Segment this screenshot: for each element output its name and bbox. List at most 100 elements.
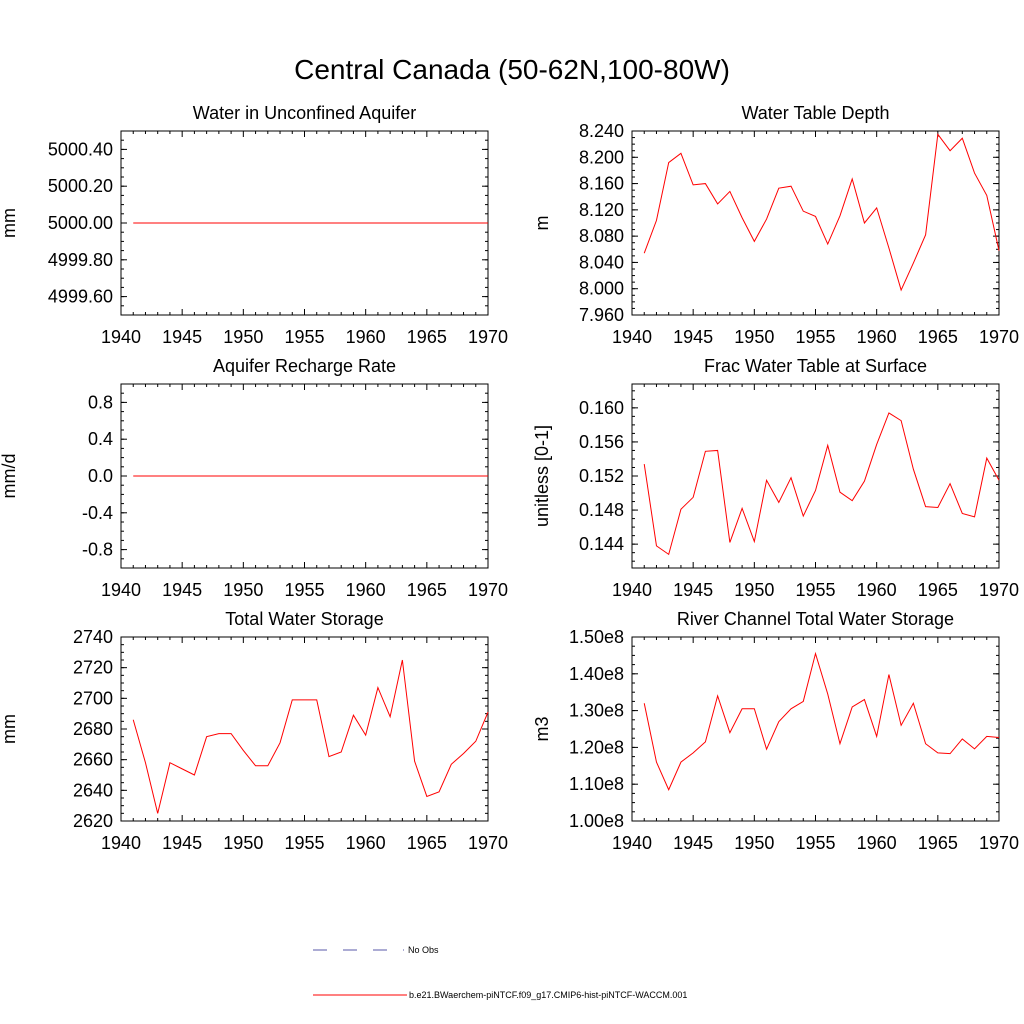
y-tick-label: 1.30e8 xyxy=(569,701,624,721)
x-tick-label: 1965 xyxy=(407,833,447,853)
y-axis-label: mm/d xyxy=(0,454,19,499)
chart-panel-5: Total Water Storage 1940 1945 1950 1955 1960 1… xyxy=(0,609,508,853)
y-tick-label: 0.0 xyxy=(88,466,113,486)
y-tick-label: 8.240 xyxy=(579,121,624,141)
x-tick-label: 1945 xyxy=(673,327,713,347)
x-tick-label: 1955 xyxy=(284,580,324,600)
x-tick-label: 1965 xyxy=(918,580,958,600)
y-axis-label: mm xyxy=(0,714,19,744)
x-tick-label: 1970 xyxy=(468,327,508,347)
x-tick-label: 1945 xyxy=(673,580,713,600)
x-tick-label: 1940 xyxy=(612,833,652,853)
y-tick-label: 1.00e8 xyxy=(569,811,624,831)
y-tick-label: 1.50e8 xyxy=(569,627,624,647)
y-tick-label: 1.10e8 xyxy=(569,774,624,794)
y-tick-label: 8.040 xyxy=(579,252,624,272)
x-tick-label: 1960 xyxy=(857,327,897,347)
y-tick-label: 2680 xyxy=(73,719,113,739)
chart-panel-3: Aquifer Recharge Rate 1940 1945 1950 1955 196… xyxy=(0,356,508,600)
x-tick-label: 1940 xyxy=(612,580,652,600)
y-tick-label: 2660 xyxy=(73,750,113,770)
y-tick-label: 8.120 xyxy=(579,200,624,220)
panel-title: Aquifer Recharge Rate xyxy=(213,356,396,376)
y-tick-label: 2720 xyxy=(73,658,113,678)
x-tick-label: 1970 xyxy=(979,327,1019,347)
chart-panel-6: River Channel Total Water Storage 1940 194… xyxy=(532,609,1019,853)
legend-model-label: b.e21.BWaerchem-piNTCF.f09_g17.CMIP6-his… xyxy=(409,990,687,1000)
y-tick-label: 0.144 xyxy=(579,534,624,554)
panel-title: River Channel Total Water Storage xyxy=(677,609,954,629)
plot-frame xyxy=(631,636,1000,822)
plot-frame xyxy=(120,636,489,822)
y-tick-label: 5000.00 xyxy=(48,213,113,233)
x-tick-label: 1940 xyxy=(101,580,141,600)
x-tick-label: 1950 xyxy=(734,327,774,347)
chart-panel-2: Water Table Depth 1940 1945 1950 1955 1960 196… xyxy=(532,103,1019,347)
x-tick-label: 1965 xyxy=(407,580,447,600)
x-tick-label: 1940 xyxy=(612,327,652,347)
y-tick-label: 8.080 xyxy=(579,226,624,246)
x-tick-label: 1955 xyxy=(795,580,835,600)
plot-frame xyxy=(631,383,1000,569)
series-line xyxy=(132,659,489,814)
series-line xyxy=(643,651,1000,791)
plot-frame xyxy=(631,130,1000,316)
y-tick-label: -0.8 xyxy=(82,540,113,560)
y-tick-label: 5000.20 xyxy=(48,176,113,196)
y-tick-label: 0.152 xyxy=(579,466,624,486)
x-tick-label: 1955 xyxy=(795,833,835,853)
x-tick-label: 1970 xyxy=(468,833,508,853)
x-tick-label: 1970 xyxy=(979,833,1019,853)
x-tick-label: 1950 xyxy=(223,327,263,347)
x-tick-label: 1950 xyxy=(734,833,774,853)
y-tick-label: 8.160 xyxy=(579,174,624,194)
y-tick-label: 8.000 xyxy=(579,279,624,299)
y-tick-label: 5000.40 xyxy=(48,139,113,159)
x-tick-label: 1955 xyxy=(284,327,324,347)
series-line xyxy=(643,132,1000,292)
y-tick-label: 8.200 xyxy=(579,147,624,167)
x-tick-label: 1965 xyxy=(407,327,447,347)
y-tick-label: 0.156 xyxy=(579,432,624,452)
chart-panel-4: Frac Water Table at Surface 1940 1945 1950 1… xyxy=(532,356,1019,600)
x-tick-label: 1960 xyxy=(857,580,897,600)
y-tick-label: 7.960 xyxy=(579,305,624,325)
y-tick-label: 4999.60 xyxy=(48,287,113,307)
y-axis-label: m3 xyxy=(532,716,552,741)
y-tick-label: 0.148 xyxy=(579,500,624,520)
x-tick-label: 1970 xyxy=(468,580,508,600)
panel-title: Water Table Depth xyxy=(741,103,889,123)
y-tick-label: 0.8 xyxy=(88,392,113,412)
y-tick-label: 2740 xyxy=(73,627,113,647)
y-tick-label: 4999.80 xyxy=(48,250,113,270)
y-tick-label: 2700 xyxy=(73,688,113,708)
y-tick-label: 1.40e8 xyxy=(569,664,624,684)
x-tick-label: 1960 xyxy=(857,833,897,853)
x-tick-label: 1940 xyxy=(101,833,141,853)
x-tick-label: 1950 xyxy=(223,833,263,853)
y-tick-label: 0.4 xyxy=(88,429,113,449)
x-tick-label: 1965 xyxy=(918,833,958,853)
x-tick-label: 1960 xyxy=(346,833,386,853)
x-tick-label: 1970 xyxy=(979,580,1019,600)
x-tick-label: 1945 xyxy=(162,327,202,347)
x-tick-label: 1940 xyxy=(101,327,141,347)
y-axis-label: mm xyxy=(0,208,19,238)
x-tick-label: 1965 xyxy=(918,327,958,347)
x-tick-label: 1950 xyxy=(734,580,774,600)
panel-title: Water in Unconfined Aquifer xyxy=(193,103,416,123)
chart-panel-1: Water in Unconfined Aquifer 1940 1945 1950 1… xyxy=(0,103,508,347)
legend-obs-label: No Obs xyxy=(408,945,439,955)
y-tick-label: -0.4 xyxy=(82,503,113,523)
y-axis-label: unitless [0-1] xyxy=(532,425,552,527)
x-tick-label: 1945 xyxy=(162,833,202,853)
x-tick-label: 1955 xyxy=(795,327,835,347)
figure-title: Central Canada (50-62N,100-80W) xyxy=(294,54,730,85)
x-tick-label: 1960 xyxy=(346,580,386,600)
x-tick-label: 1960 xyxy=(346,327,386,347)
panel-title: Frac Water Table at Surface xyxy=(704,356,927,376)
y-tick-label: 1.20e8 xyxy=(569,737,624,757)
legend: No Obs b.e21.BWaerchem-piNTCF.f09_g17.CMI… xyxy=(313,945,687,1000)
x-tick-label: 1950 xyxy=(223,580,263,600)
